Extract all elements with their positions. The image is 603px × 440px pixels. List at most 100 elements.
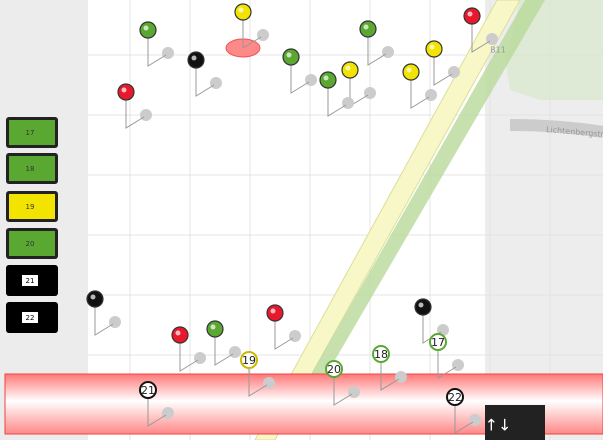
toggle-icon: ↑↓ <box>485 416 512 435</box>
pin-stem <box>125 92 145 129</box>
pin-shadow <box>348 386 360 398</box>
pin[interactable] <box>86 290 104 308</box>
pin-label: 21 <box>141 384 155 397</box>
filter-button-face <box>9 156 55 181</box>
pin-label: 18 <box>374 348 388 361</box>
pin-shadow <box>425 89 437 101</box>
pin-shadow <box>486 33 498 45</box>
pin-stem <box>471 16 491 53</box>
pin[interactable] <box>282 48 300 66</box>
filter-buttons: 17 18 19 20 21 22 <box>6 117 58 333</box>
toggle-button[interactable] <box>485 405 545 440</box>
pin-shadow <box>162 407 174 419</box>
filter-button-label: 18 <box>26 165 35 173</box>
pin-stem <box>147 30 167 67</box>
pin[interactable] <box>187 51 205 69</box>
pin[interactable] <box>206 320 224 338</box>
pin-stem <box>94 299 114 336</box>
pin-shadow <box>194 352 206 364</box>
numbered-pin[interactable] <box>139 381 157 399</box>
filter-button-label: 19 <box>26 203 35 211</box>
pins <box>86 3 498 372</box>
pin-shine <box>323 75 329 81</box>
pin-shine <box>121 87 127 93</box>
numbered-pin[interactable] <box>325 360 343 378</box>
pin[interactable] <box>463 7 481 25</box>
pin[interactable] <box>402 63 420 81</box>
pin-shine <box>270 308 276 314</box>
pin-stem <box>195 60 215 97</box>
pin-shine <box>238 7 244 13</box>
pin-shine <box>286 52 292 58</box>
pin-shadow <box>469 414 481 426</box>
pin-shadow <box>342 97 354 109</box>
pin-shadow <box>257 29 269 41</box>
pin[interactable] <box>319 71 337 89</box>
filter-button-label: 22 <box>26 314 35 322</box>
pin-stem <box>147 390 167 427</box>
pin-shadow <box>210 77 222 89</box>
pin-stem <box>437 342 457 379</box>
pin-shine <box>191 55 197 61</box>
pin-shadow <box>305 74 317 86</box>
pin-shine <box>210 324 216 330</box>
pin[interactable] <box>266 304 284 322</box>
pin-label: 22 <box>448 391 462 404</box>
pin-stem <box>290 57 310 94</box>
pin-stem <box>179 335 199 372</box>
filter-button-label-bg <box>22 275 38 286</box>
road <box>254 0 521 440</box>
pin-shadow <box>395 371 407 383</box>
pin-shadow <box>229 346 241 358</box>
numbered-pin[interactable] <box>446 388 464 406</box>
pin-shadow <box>109 316 121 328</box>
pin[interactable] <box>171 326 189 344</box>
pin-shine <box>143 25 149 31</box>
pin-stem <box>214 329 234 366</box>
pin-stem <box>433 49 453 86</box>
pin-shadow <box>289 330 301 342</box>
pin[interactable] <box>117 83 135 101</box>
filter-button-label: 17 <box>26 129 35 137</box>
pin-shine <box>418 302 424 308</box>
pin[interactable] <box>414 298 432 316</box>
pin[interactable] <box>359 20 377 38</box>
pin-stem <box>454 397 474 434</box>
pin-shadow <box>452 359 464 371</box>
numbered-pins: 19 20 18 17 21 22 <box>139 333 481 434</box>
numbered-pin[interactable] <box>429 333 447 351</box>
filter-button-label: 20 <box>26 240 35 248</box>
pin-shadow <box>162 47 174 59</box>
filter-button-face <box>9 231 55 256</box>
pin[interactable] <box>139 21 157 39</box>
pin-label: 19 <box>242 354 256 367</box>
pin-shine <box>429 44 435 50</box>
pin[interactable] <box>341 61 359 79</box>
pin-stem <box>327 80 347 117</box>
pin-shine <box>406 67 412 73</box>
street-label: B11 <box>490 46 506 55</box>
numbered-pin[interactable] <box>372 345 390 363</box>
pin-label: 17 <box>431 336 445 349</box>
filter-button-face <box>9 194 55 219</box>
pin-stem <box>333 369 353 406</box>
pin[interactable] <box>234 3 252 21</box>
green-strip <box>285 0 545 420</box>
pin-shadow <box>382 46 394 58</box>
pin-stem <box>380 354 400 391</box>
pin-shine <box>90 294 96 300</box>
pin-shine <box>175 330 181 336</box>
pin-stem <box>242 12 262 49</box>
pin[interactable] <box>425 40 443 58</box>
pin-shadow <box>263 377 275 389</box>
pin-shadow <box>448 66 460 78</box>
numbered-pin[interactable] <box>240 351 258 369</box>
filter-button-label-bg <box>22 312 38 323</box>
pin-label: 20 <box>327 363 341 376</box>
pin-shadow <box>364 87 376 99</box>
pin-shine <box>345 65 351 71</box>
pin-stem <box>410 72 430 109</box>
street <box>509 119 603 138</box>
pin-shine <box>467 11 473 17</box>
pin-stem <box>367 29 387 66</box>
